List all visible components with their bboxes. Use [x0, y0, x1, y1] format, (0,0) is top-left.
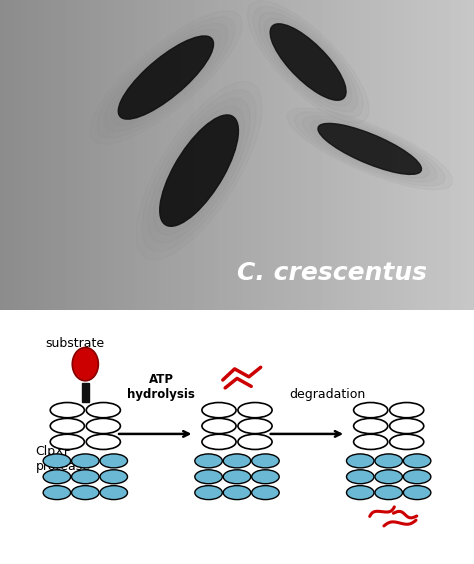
Ellipse shape: [43, 486, 71, 500]
Ellipse shape: [118, 36, 213, 119]
Ellipse shape: [50, 434, 84, 450]
Ellipse shape: [403, 454, 431, 468]
Ellipse shape: [202, 418, 236, 434]
Ellipse shape: [50, 403, 84, 418]
Ellipse shape: [223, 486, 251, 500]
Ellipse shape: [104, 24, 228, 131]
Ellipse shape: [195, 486, 222, 500]
Ellipse shape: [403, 470, 431, 484]
Text: C. crescentus: C. crescentus: [237, 261, 427, 285]
Text: ATP
hydrolysis: ATP hydrolysis: [127, 373, 195, 400]
Ellipse shape: [148, 98, 250, 243]
Ellipse shape: [259, 12, 357, 112]
Ellipse shape: [403, 486, 431, 500]
Ellipse shape: [202, 403, 236, 418]
Ellipse shape: [318, 124, 421, 174]
Ellipse shape: [223, 454, 251, 468]
Ellipse shape: [202, 434, 236, 450]
Ellipse shape: [86, 434, 120, 450]
Ellipse shape: [72, 454, 99, 468]
Ellipse shape: [295, 112, 445, 186]
Ellipse shape: [238, 434, 272, 450]
Ellipse shape: [354, 403, 388, 418]
Ellipse shape: [43, 454, 71, 468]
Text: ClpXP
protease: ClpXP protease: [36, 446, 91, 473]
Ellipse shape: [100, 454, 128, 468]
Ellipse shape: [136, 82, 262, 259]
Ellipse shape: [90, 11, 242, 144]
Ellipse shape: [390, 418, 424, 434]
Ellipse shape: [252, 454, 279, 468]
Ellipse shape: [72, 347, 99, 381]
Ellipse shape: [302, 116, 437, 182]
Ellipse shape: [375, 486, 402, 500]
Ellipse shape: [223, 470, 251, 484]
Ellipse shape: [160, 115, 238, 226]
Ellipse shape: [142, 90, 256, 252]
Ellipse shape: [270, 24, 346, 100]
Ellipse shape: [375, 454, 402, 468]
Ellipse shape: [195, 470, 222, 484]
Ellipse shape: [354, 418, 388, 434]
Ellipse shape: [375, 470, 402, 484]
Ellipse shape: [346, 486, 374, 500]
Ellipse shape: [100, 470, 128, 484]
Ellipse shape: [390, 403, 424, 418]
Ellipse shape: [50, 418, 84, 434]
Ellipse shape: [154, 107, 244, 235]
Ellipse shape: [97, 17, 235, 138]
Ellipse shape: [100, 486, 128, 500]
Ellipse shape: [43, 470, 71, 484]
Ellipse shape: [252, 486, 279, 500]
Ellipse shape: [86, 403, 120, 418]
Ellipse shape: [310, 120, 429, 178]
Ellipse shape: [72, 486, 99, 500]
Ellipse shape: [252, 470, 279, 484]
Ellipse shape: [270, 24, 346, 100]
Ellipse shape: [111, 30, 221, 125]
Ellipse shape: [346, 470, 374, 484]
Ellipse shape: [390, 434, 424, 450]
Ellipse shape: [160, 115, 238, 226]
Ellipse shape: [253, 7, 363, 117]
Ellipse shape: [264, 18, 352, 106]
Ellipse shape: [195, 454, 222, 468]
Ellipse shape: [247, 1, 369, 124]
Ellipse shape: [318, 124, 421, 174]
Text: degradation: degradation: [289, 387, 365, 400]
Ellipse shape: [118, 36, 213, 119]
FancyBboxPatch shape: [82, 383, 89, 402]
Ellipse shape: [72, 470, 99, 484]
Ellipse shape: [238, 418, 272, 434]
Ellipse shape: [354, 434, 388, 450]
Ellipse shape: [238, 403, 272, 418]
Ellipse shape: [86, 418, 120, 434]
Text: substrate: substrate: [45, 337, 104, 350]
Ellipse shape: [346, 454, 374, 468]
Ellipse shape: [287, 108, 453, 190]
